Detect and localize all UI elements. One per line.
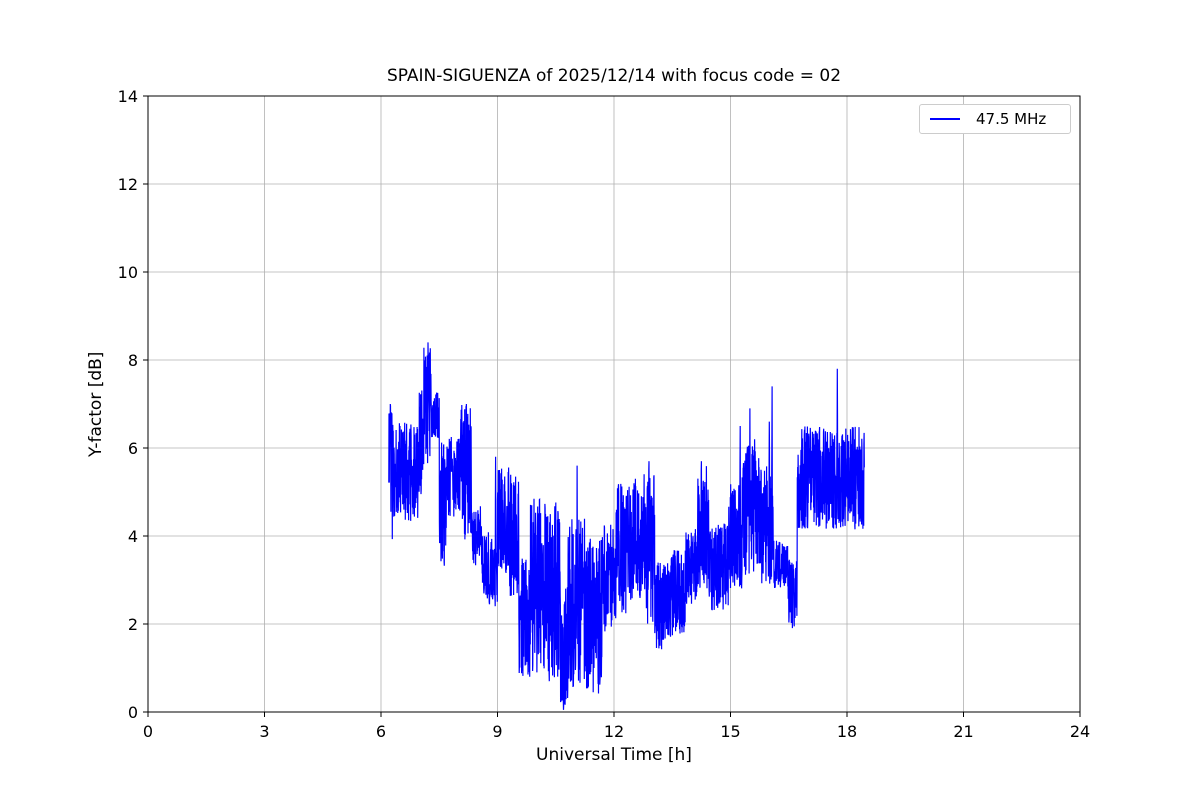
x-tick-label: 3 <box>259 722 269 741</box>
y-tick-label: 12 <box>118 175 138 194</box>
y-tick-label: 4 <box>128 527 138 546</box>
x-tick-label: 15 <box>720 722 740 741</box>
legend-label: 47.5 MHz <box>976 110 1047 128</box>
legend: 47.5 MHz <box>919 104 1071 134</box>
y-tick-label: 8 <box>128 351 138 370</box>
x-tick-label: 18 <box>837 722 857 741</box>
x-tick-label: 21 <box>953 722 973 741</box>
y-tick-label: 10 <box>118 263 138 282</box>
y-tick-label: 0 <box>128 703 138 722</box>
y-tick-label: 2 <box>128 615 138 634</box>
x-tick-label: 12 <box>604 722 624 741</box>
x-tick-label: 9 <box>492 722 502 741</box>
y-tick-label: 14 <box>118 87 138 106</box>
y-tick-label: 6 <box>128 439 138 458</box>
signal-line <box>388 342 865 710</box>
y-axis-label: Y-factor [dB] <box>86 351 106 457</box>
x-axis-label: Universal Time [h] <box>536 745 692 765</box>
x-tick-label: 24 <box>1070 722 1090 741</box>
legend-line-sample <box>930 118 960 120</box>
x-tick-label: 0 <box>143 722 153 741</box>
x-tick-label: 6 <box>376 722 386 741</box>
chart-title: SPAIN-SIGUENZA of 2025/12/14 with focus … <box>386 66 842 86</box>
